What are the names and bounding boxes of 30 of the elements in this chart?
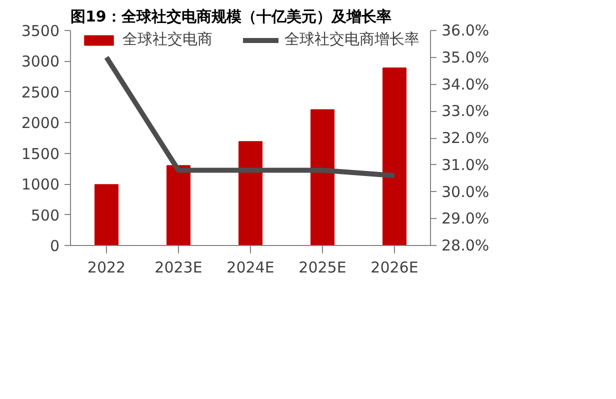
legend-label: 全球社交电商增长率 <box>284 30 420 49</box>
y-tick-label: 1000 <box>21 176 60 194</box>
y2-tick-label: 34.0% <box>442 75 490 94</box>
y2-tick-label: 29.0% <box>442 210 490 228</box>
y2-tick-label: 31.0% <box>442 156 490 174</box>
y-tick-label: 3500 <box>21 22 60 40</box>
y-tick-label: 2500 <box>21 83 60 102</box>
bar <box>94 184 119 246</box>
y-tick-label: 2000 <box>21 114 60 132</box>
x-tick-label: 2024E <box>226 258 274 276</box>
y2-tick-label: 33.0% <box>442 102 490 120</box>
bar <box>382 67 407 246</box>
x-tick-label: 2022 <box>87 258 126 276</box>
bar <box>166 165 191 246</box>
y2-tick-label: 32.0% <box>442 129 490 147</box>
y-tick-label: 0 <box>50 237 60 255</box>
y2-tick-label: 28.0% <box>442 236 490 254</box>
y2-tick-label: 36.0% <box>442 22 490 40</box>
chart-title: 图19：全球社交电商规模（十亿美元）及增长率 <box>70 8 392 26</box>
x-tick-label: 2023E <box>154 258 202 276</box>
y-tick-label: 500 <box>30 206 60 224</box>
legend-label: 全球社交电商 <box>122 30 212 49</box>
bar <box>310 109 335 246</box>
y-tick-label: 1500 <box>21 144 60 163</box>
x-tick-label: 2025E <box>298 258 346 276</box>
x-tick-label: 2026E <box>370 258 418 276</box>
y-tick-label: 3000 <box>21 52 60 71</box>
y2-tick-label: 35.0% <box>442 48 490 66</box>
y2-tick-label: 30.0% <box>442 182 490 201</box>
bar <box>238 141 263 246</box>
